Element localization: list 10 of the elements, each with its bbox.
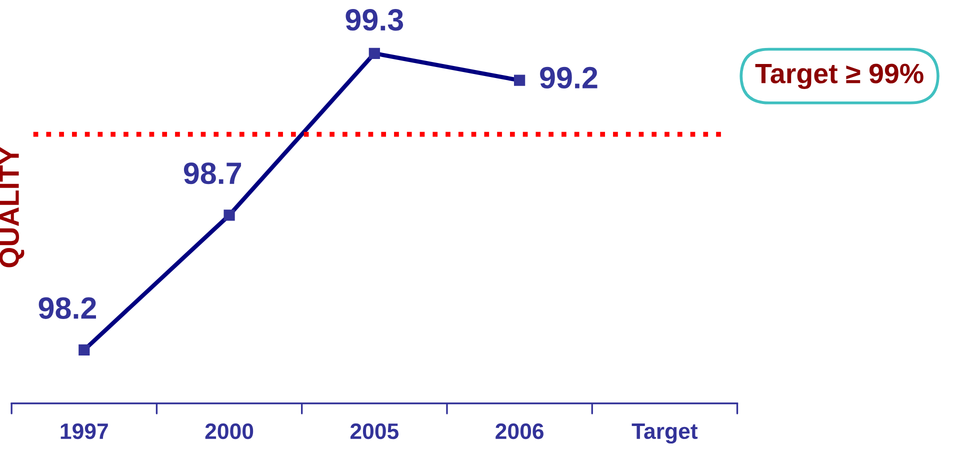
ref-line-label: Target ≥ 99% bbox=[755, 64, 924, 90]
x-tick-label: 2006 bbox=[496, 423, 544, 440]
x-tick-label: 1997 bbox=[60, 423, 108, 440]
data-label: 99.3 bbox=[346, 9, 404, 31]
x-tick-label: Target bbox=[632, 424, 698, 444]
data-label: 98.2 bbox=[38, 297, 96, 319]
x-tick-label: 2005 bbox=[350, 423, 399, 440]
x-tick-label: 2000 bbox=[205, 423, 254, 440]
data-label: 99.2 bbox=[540, 66, 598, 89]
data-label: 98.7 bbox=[184, 162, 242, 184]
